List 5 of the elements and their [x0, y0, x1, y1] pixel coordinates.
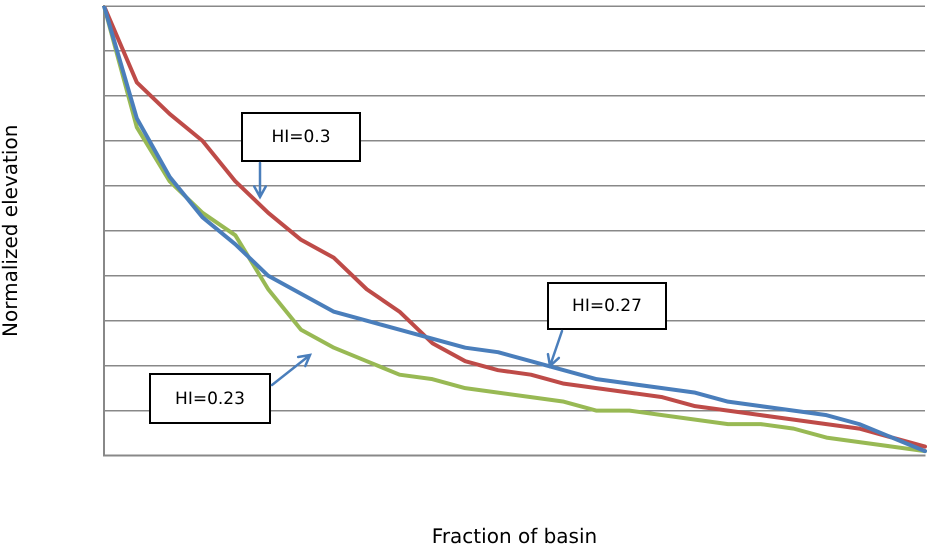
callout-box: HI=0.3 [241, 112, 361, 162]
callout-box: HI=0.23 [149, 373, 271, 424]
y-axis-title: Normalized elevation [0, 124, 22, 337]
callout-box: HI=0.27 [547, 282, 667, 330]
x-axis-title: Fraction of basin [432, 524, 598, 548]
